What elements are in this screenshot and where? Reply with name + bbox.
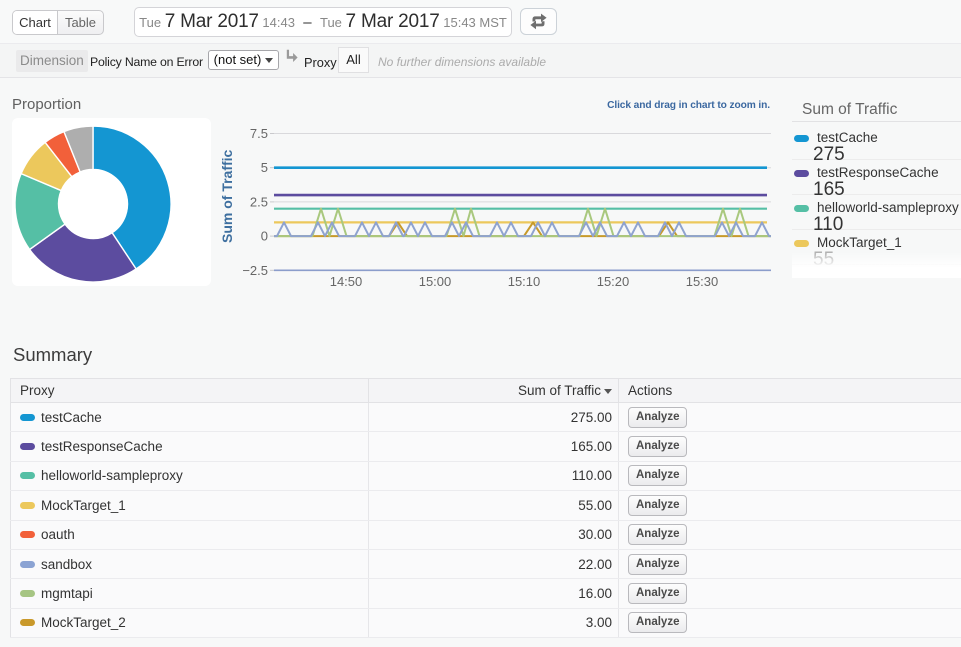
svg-text:7.5: 7.5 (250, 126, 268, 141)
svg-text:15:20: 15:20 (597, 274, 630, 289)
svg-text:−2.5: −2.5 (242, 263, 268, 278)
svg-text:Sum of Traffic: Sum of Traffic (219, 149, 235, 243)
svg-text:2.5: 2.5 (250, 194, 268, 209)
svg-text:15:30: 15:30 (686, 274, 719, 289)
svg-text:0: 0 (261, 229, 268, 244)
svg-text:15:00: 15:00 (419, 274, 452, 289)
svg-text:14:50: 14:50 (330, 274, 363, 289)
svg-text:15:10: 15:10 (508, 274, 541, 289)
svg-text:5: 5 (261, 160, 268, 175)
